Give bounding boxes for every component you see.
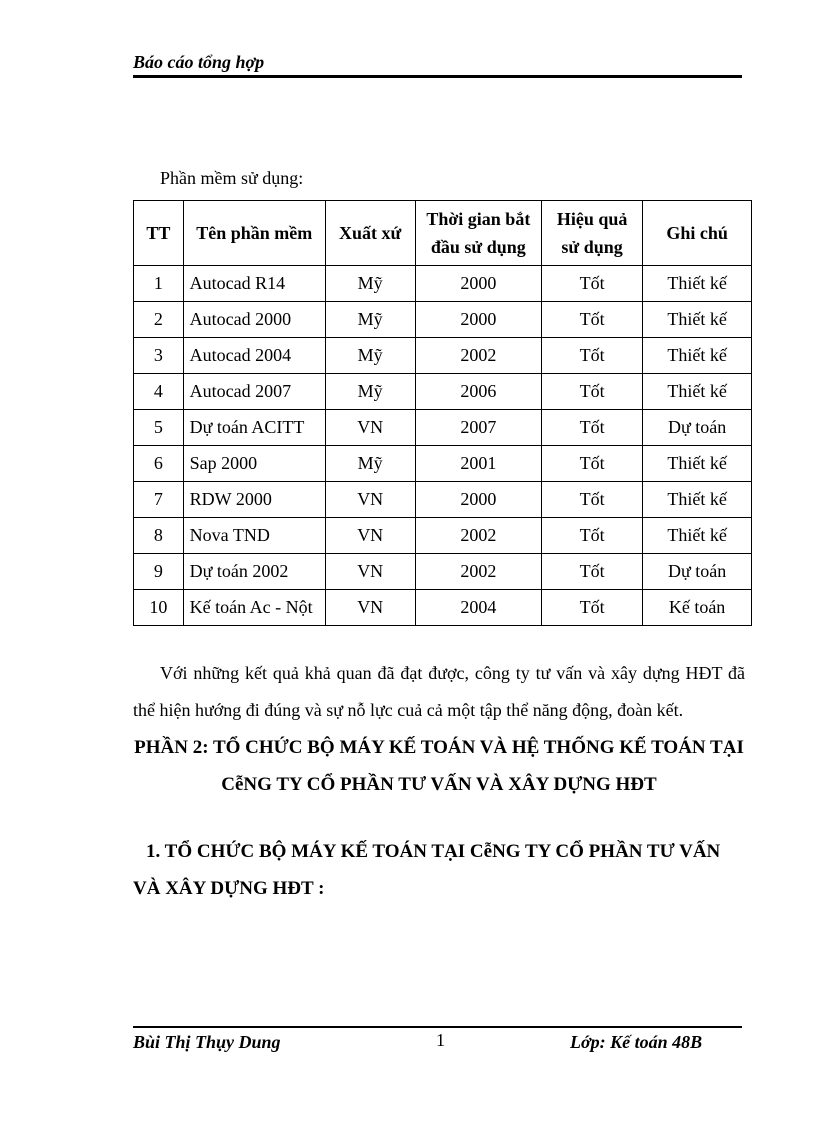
column-header: Tên phần mềm <box>182 200 326 266</box>
section-title: PHẦN 2: TỔ CHỨC BỘ MÁY KẾ TOÁN VÀ HỆ THỐ… <box>134 737 744 795</box>
table-cell: VN <box>324 481 416 518</box>
table-cell: 5 <box>133 409 184 446</box>
table-cell: Autocad 2007 <box>182 373 326 410</box>
table-row: 1 Autocad R14 Mỹ 2000 Tốt Thiết kế <box>133 265 752 302</box>
table-cell: Tốt <box>541 373 644 410</box>
table-cell: Sap 2000 <box>182 445 326 482</box>
subsection-title: 1. TỔ CHỨC BỘ MÁY KẾ TOÁN TẠI CễNG TY CỔ… <box>133 841 721 899</box>
table-cell: VN <box>324 409 416 446</box>
table-cell: Thiết kế <box>642 337 752 374</box>
table-cell: 2004 <box>414 589 543 626</box>
table-cell: Kế toán Ac - Nột <box>182 589 326 626</box>
table-cell: 2002 <box>414 517 543 554</box>
table-cell: Tốt <box>541 517 644 554</box>
table-cell: 2001 <box>414 445 543 482</box>
footer-rule <box>133 1026 742 1028</box>
intro-text: Phần mềm sử dụng: <box>160 168 304 188</box>
table-cell: Dự toán 2002 <box>182 553 326 590</box>
column-header: Xuất xứ <box>324 200 416 266</box>
table-cell: Thiết kế <box>642 481 752 518</box>
table-cell: Dự toán ACITT <box>182 409 326 446</box>
table-row: 3 Autocad 2004 Mỹ 2002 Tốt Thiết kế <box>133 337 752 374</box>
table-cell: Tốt <box>541 337 644 374</box>
table-cell: 2000 <box>414 265 543 302</box>
table-cell: Thiết kế <box>642 373 752 410</box>
table-row: 9 Dự toán 2002 VN 2002 Tốt Dự toán <box>133 553 752 590</box>
table-cell: 1 <box>133 265 184 302</box>
footer-class: Lớp: Kế toán 48B <box>570 1032 703 1052</box>
table-cell: Dự toán <box>642 409 752 446</box>
table-cell: Mỹ <box>324 373 416 410</box>
table-cell: VN <box>324 553 416 590</box>
table-cell: Tốt <box>541 301 644 338</box>
table-cell: Thiết kế <box>642 445 752 482</box>
table-cell: 2002 <box>414 337 543 374</box>
table-cell: 4 <box>133 373 184 410</box>
header-title: Báo cáo tổng hợp <box>133 52 265 72</box>
table-cell: 3 <box>133 337 184 374</box>
table-cell: VN <box>324 517 416 554</box>
table-cell: RDW 2000 <box>182 481 326 518</box>
table-cell: 7 <box>133 481 184 518</box>
table-row: 2 Autocad 2000 Mỹ 2000 Tốt Thiết kế <box>133 301 752 338</box>
table-cell: Tốt <box>541 409 644 446</box>
table-cell: 10 <box>133 589 184 626</box>
column-header: Ghi chú <box>642 200 752 266</box>
table-cell: Autocad R14 <box>182 265 326 302</box>
table-row: 10 Kế toán Ac - Nột VN 2004 Tốt Kế toán <box>133 589 752 626</box>
table-cell: Autocad 2000 <box>182 301 326 338</box>
column-header: Thời gian bắt đầu sử dụng <box>414 200 543 266</box>
table-cell: Thiết kế <box>642 265 752 302</box>
table-cell: 9 <box>133 553 184 590</box>
table-cell: 2000 <box>414 481 543 518</box>
table-cell: Mỹ <box>324 265 416 302</box>
table-cell: 2007 <box>414 409 543 446</box>
table-cell: Tốt <box>541 265 644 302</box>
footer-author: Bùi Thị Thụy Dung <box>133 1032 281 1052</box>
column-header: Hiệu quả sử dụng <box>541 200 644 266</box>
table-cell: 8 <box>133 517 184 554</box>
table-cell: Tốt <box>541 589 644 626</box>
table-cell: 6 <box>133 445 184 482</box>
table-header-row: TT Tên phần mềm Xuất xứ Thời gian bắt đầu s… <box>133 200 752 266</box>
table-cell: Tốt <box>541 553 644 590</box>
software-table: TT Tên phần mềm Xuất xứ Thời gian bắt đầu s… <box>133 200 752 626</box>
table-cell: Mỹ <box>324 445 416 482</box>
table-cell: Thiết kế <box>642 517 752 554</box>
table-cell: Autocad 2004 <box>182 337 326 374</box>
table-cell: 2006 <box>414 373 543 410</box>
page-number: 1 <box>436 1030 445 1050</box>
summary-paragraph: Với những kết quả khả quan đã đạt được, … <box>133 663 745 720</box>
table-cell: Mỹ <box>324 301 416 338</box>
table-cell: 2000 <box>414 301 543 338</box>
table-row: 8 Nova TND VN 2002 Tốt Thiết kế <box>133 517 752 554</box>
table-cell: Kế toán <box>642 589 752 626</box>
table-cell: VN <box>324 589 416 626</box>
table-cell: Tốt <box>541 445 644 482</box>
table-cell: Thiết kế <box>642 301 752 338</box>
table-row: 6 Sap 2000 Mỹ 2001 Tốt Thiết kế <box>133 445 752 482</box>
table-cell: Nova TND <box>182 517 326 554</box>
table-cell: Mỹ <box>324 337 416 374</box>
table-cell: 2 <box>133 301 184 338</box>
column-header: TT <box>133 200 184 266</box>
table-cell: Tốt <box>541 481 644 518</box>
table-row: 7 RDW 2000 VN 2000 Tốt Thiết kế <box>133 481 752 518</box>
table-row: 5 Dự toán ACITT VN 2007 Tốt Dự toán <box>133 409 752 446</box>
table-cell: Dự toán <box>642 553 752 590</box>
table-cell: 2002 <box>414 553 543 590</box>
table-row: 4 Autocad 2007 Mỹ 2006 Tốt Thiết kế <box>133 373 752 410</box>
header-rule <box>133 75 742 78</box>
